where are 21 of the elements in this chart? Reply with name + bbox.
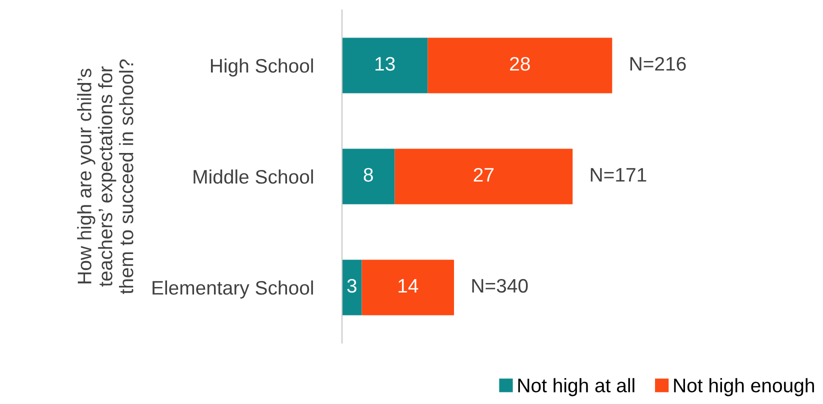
data-label: 3 [347, 278, 356, 293]
y-tick-label: High School [210, 58, 313, 77]
legend-label: Not high at all [518, 378, 634, 396]
bar [342, 148, 395, 204]
annotation: N=340 [472, 278, 528, 293]
data-label: 8 [364, 168, 373, 182]
bar [362, 260, 454, 316]
y-tick-label: Elementary School [152, 280, 313, 299]
y-tick-label: Middle School [194, 169, 313, 184]
bar [342, 260, 362, 316]
data-label: 13 [376, 56, 395, 71]
legend-label: Not high enough [674, 378, 814, 396]
annotation: N=216 [630, 56, 686, 71]
data-label: 28 [510, 56, 530, 71]
data-label: 27 [474, 168, 494, 182]
y-axis-title: How high are your child’s teachers’ expectations for them to succeed in school? [77, 59, 134, 294]
data-label: 14 [398, 279, 418, 293]
bar [394, 148, 573, 204]
bar [342, 38, 428, 94]
annotation: N=171 [590, 168, 646, 182]
bar [428, 38, 612, 94]
